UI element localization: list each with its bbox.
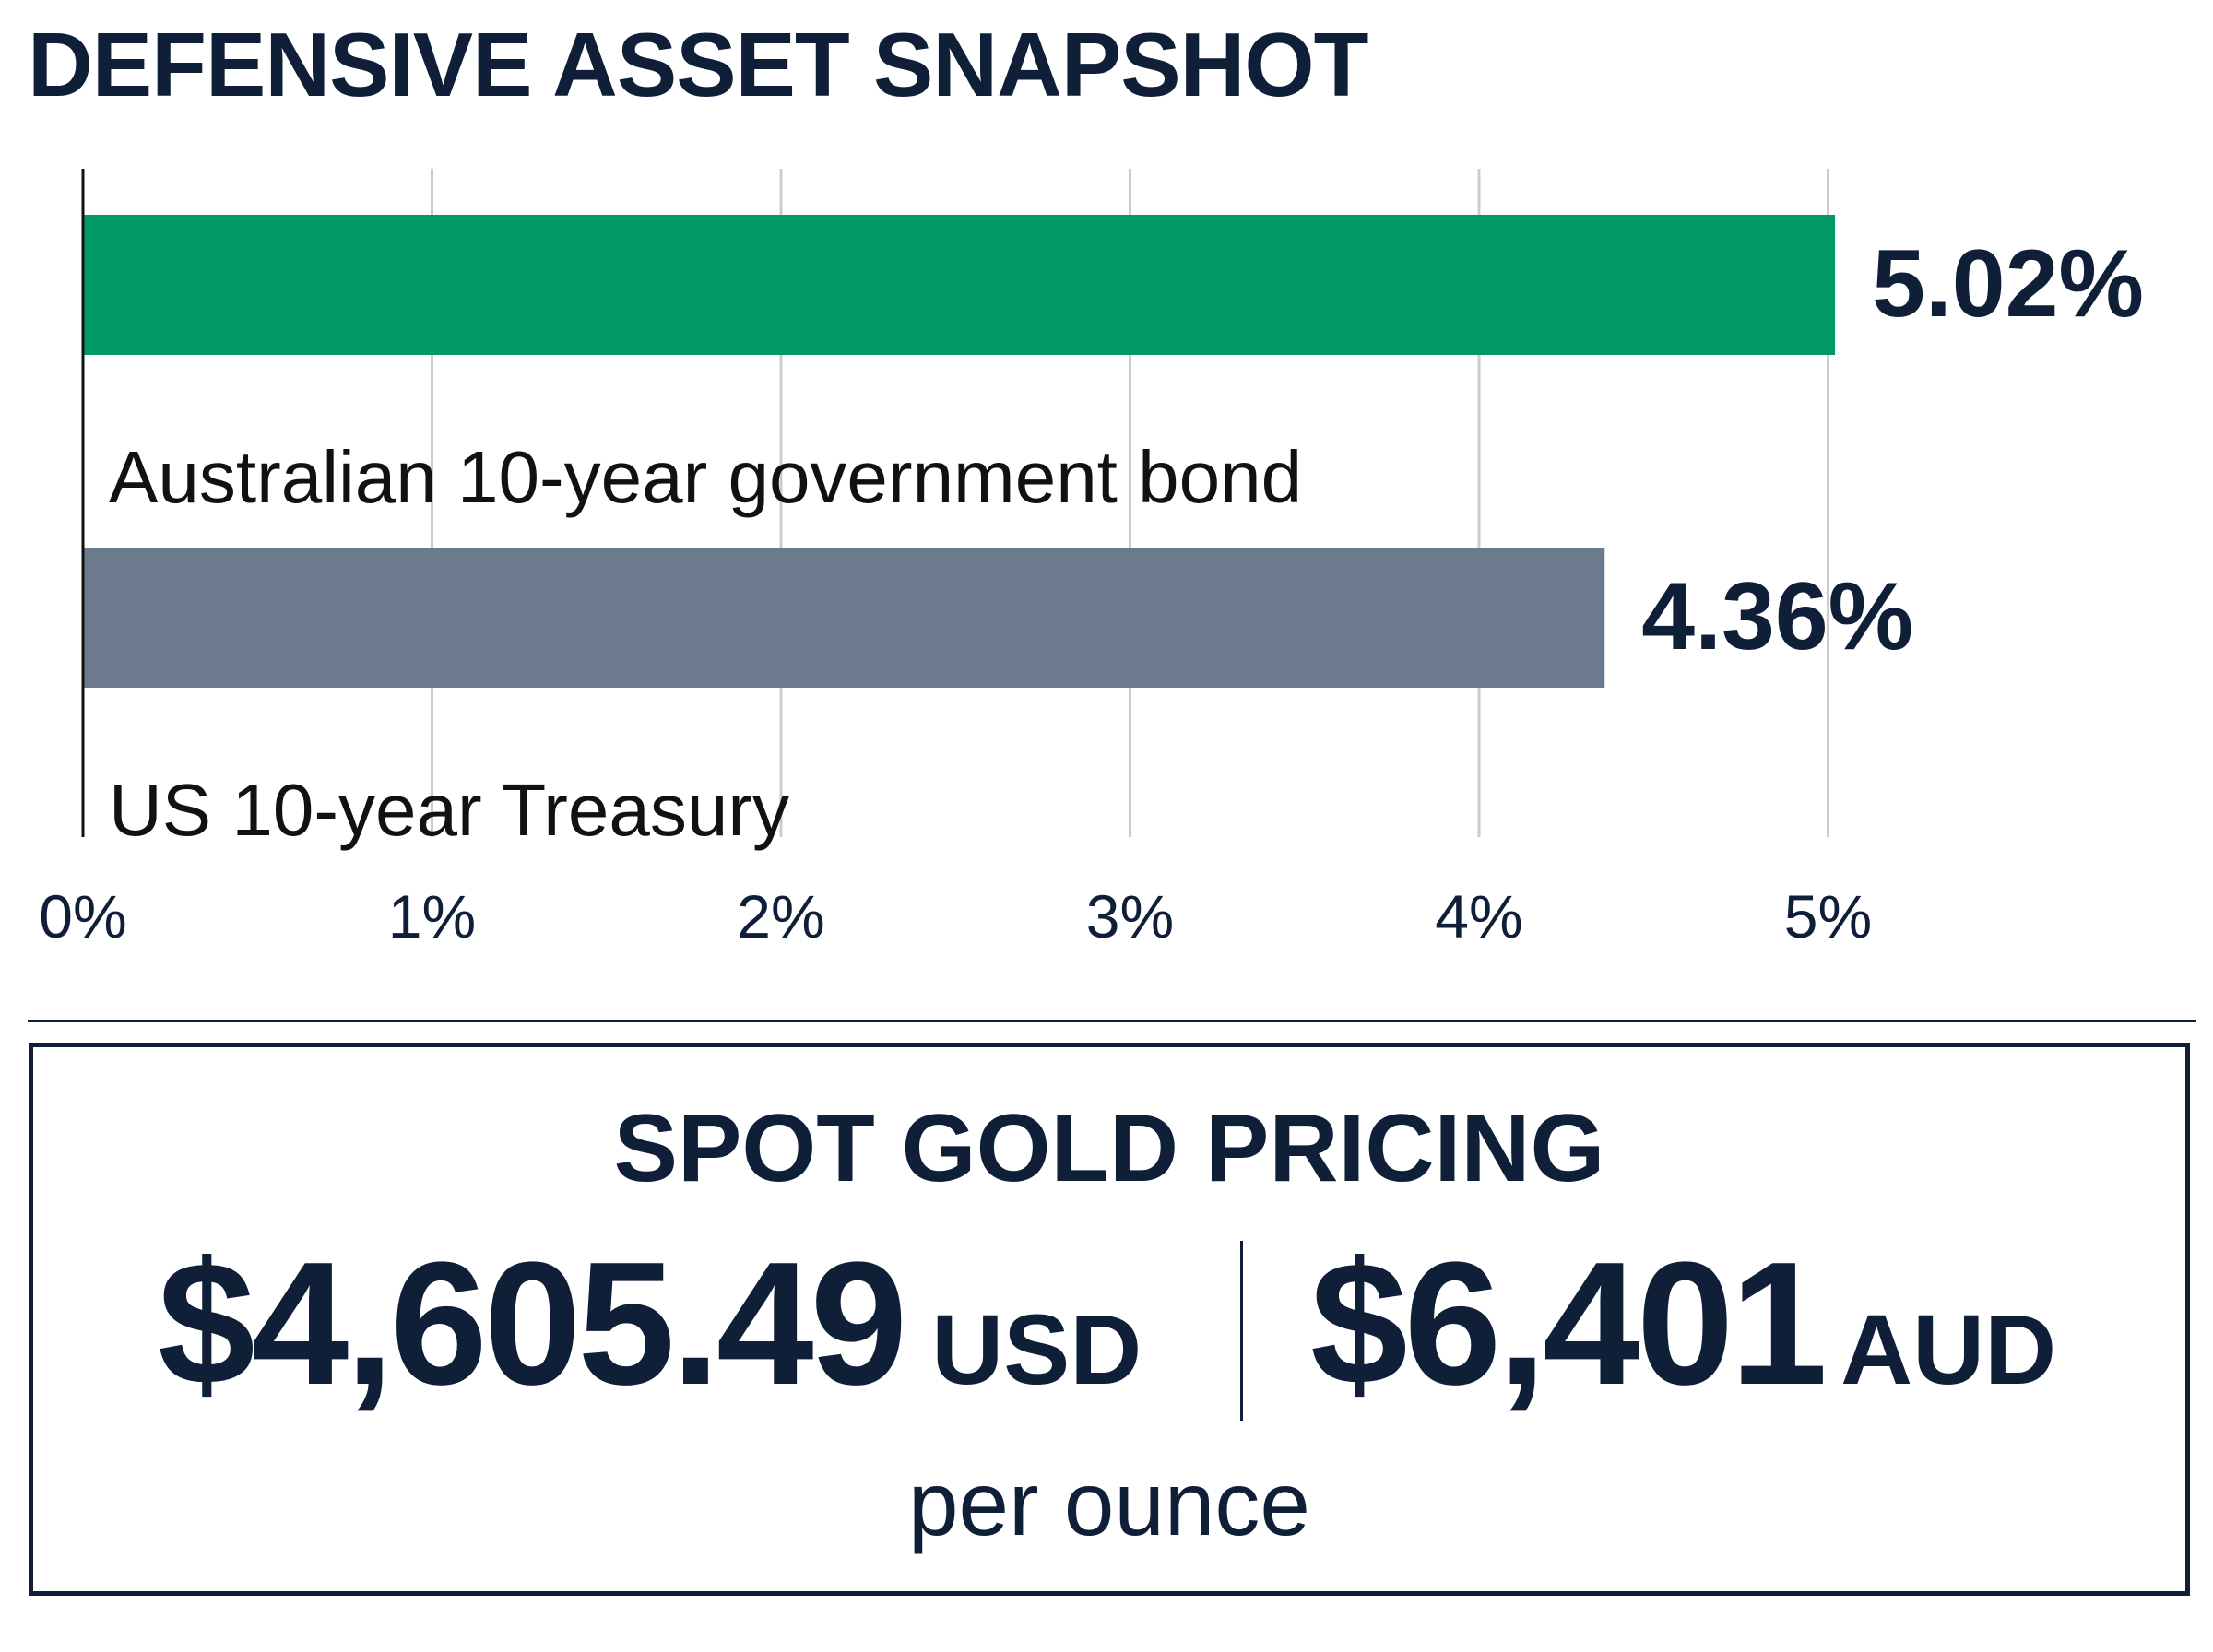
category-label-1: US 10-year Treasury (109, 769, 789, 851)
gold-pricing-panel: SPOT GOLD PRICING $4,605.49 USD $6,401 A… (29, 1043, 2190, 1596)
x-tick-label-1: 1% (388, 882, 476, 950)
usd-amount: $4,605.49 (158, 1226, 907, 1422)
section-divider (28, 1020, 2196, 1022)
x-tick-label-5: 5% (1784, 882, 1872, 950)
bars: 5.02% Australian 10-year government bond 4… (83, 215, 2144, 851)
x-tick-label-4: 4% (1435, 882, 1522, 950)
category-label-0: Australian 10-year government bond (109, 436, 1302, 518)
aud-amount: $6,401 (1310, 1226, 1828, 1422)
value-label-0: 5.02% (1872, 230, 2144, 337)
x-tick-label-0: 0% (39, 882, 126, 950)
x-tick-label-2: 2% (737, 882, 824, 950)
price-separator (1240, 1241, 1243, 1421)
bar-0 (83, 215, 1836, 355)
x-tick-label-3: 3% (1086, 882, 1174, 950)
bar-1 (83, 548, 1605, 688)
chart-title: DEFENSIVE ASSET SNAPSHOT (28, 14, 1369, 115)
usd-price: $4,605.49 USD (158, 1222, 1142, 1425)
value-label-1: 4.36% (1641, 563, 1913, 670)
gold-title: SPOT GOLD PRICING (613, 1095, 1605, 1202)
bar-chart: 5.02% Australian 10-year government bond 4… (39, 169, 2144, 950)
aud-price: $6,401 AUD (1310, 1222, 2056, 1425)
aud-currency: AUD (1840, 1293, 2057, 1405)
x-axis-ticks: 0% 1% 2% 3% 4% 5% (39, 882, 1872, 950)
usd-currency: USD (931, 1293, 1142, 1405)
price-unit: per ounce (908, 1453, 1310, 1554)
